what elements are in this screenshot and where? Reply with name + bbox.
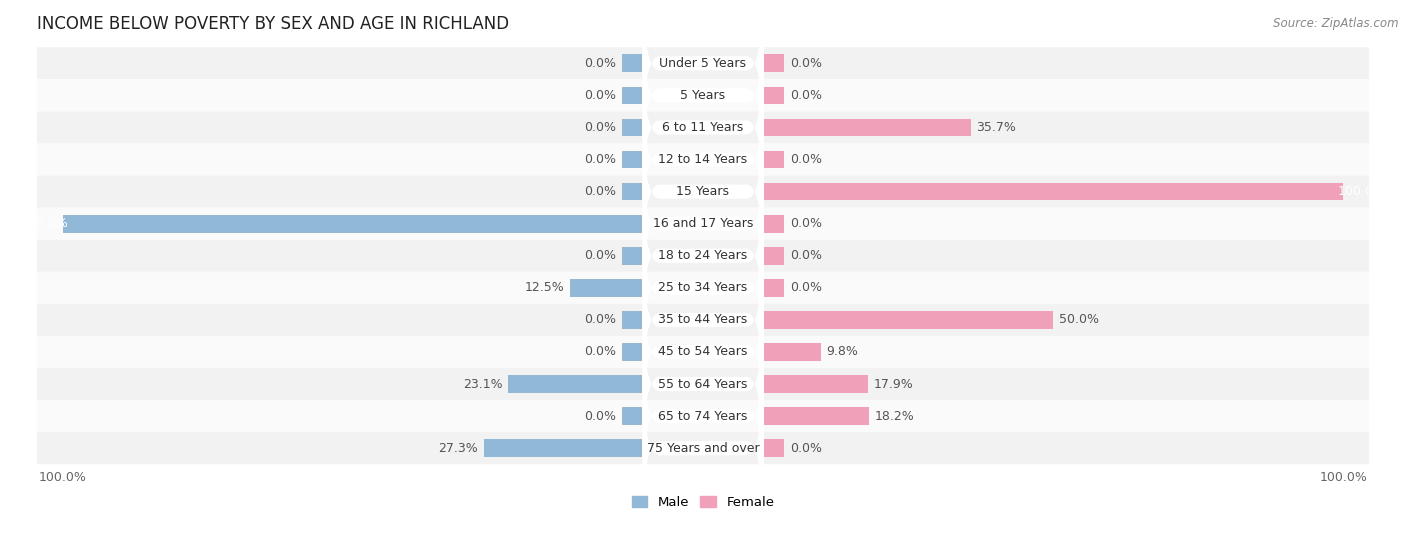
- Bar: [621, 343, 643, 361]
- Text: 50.0%: 50.0%: [1059, 314, 1099, 326]
- FancyBboxPatch shape: [37, 79, 1369, 112]
- Text: 12.5%: 12.5%: [524, 281, 564, 294]
- Bar: [763, 279, 785, 297]
- Text: 0.0%: 0.0%: [790, 153, 823, 166]
- Text: 100.0%: 100.0%: [21, 217, 69, 230]
- Bar: [763, 407, 869, 425]
- Bar: [621, 86, 643, 104]
- Text: 18.2%: 18.2%: [875, 410, 915, 422]
- FancyBboxPatch shape: [643, 103, 763, 281]
- FancyBboxPatch shape: [643, 39, 763, 217]
- Text: 27.3%: 27.3%: [439, 442, 478, 455]
- Bar: [763, 151, 785, 169]
- Text: 0.0%: 0.0%: [583, 314, 616, 326]
- Bar: [63, 215, 643, 233]
- Text: 0.0%: 0.0%: [583, 249, 616, 262]
- Bar: [621, 151, 643, 169]
- FancyBboxPatch shape: [37, 208, 1369, 240]
- FancyBboxPatch shape: [643, 295, 763, 473]
- Text: 6 to 11 Years: 6 to 11 Years: [662, 121, 744, 134]
- FancyBboxPatch shape: [37, 400, 1369, 432]
- Bar: [484, 439, 643, 457]
- Bar: [569, 279, 643, 297]
- FancyBboxPatch shape: [37, 336, 1369, 368]
- Text: 0.0%: 0.0%: [583, 345, 616, 358]
- Text: 0.0%: 0.0%: [583, 121, 616, 134]
- Text: 16 and 17 Years: 16 and 17 Years: [652, 217, 754, 230]
- FancyBboxPatch shape: [37, 112, 1369, 143]
- FancyBboxPatch shape: [643, 359, 763, 537]
- Bar: [763, 439, 785, 457]
- Text: 15 Years: 15 Years: [676, 185, 730, 198]
- Text: INCOME BELOW POVERTY BY SEX AND AGE IN RICHLAND: INCOME BELOW POVERTY BY SEX AND AGE IN R…: [37, 15, 509, 33]
- Text: 0.0%: 0.0%: [790, 89, 823, 102]
- Legend: Male, Female: Male, Female: [626, 490, 780, 514]
- Bar: [509, 375, 643, 393]
- Text: 65 to 74 Years: 65 to 74 Years: [658, 410, 748, 422]
- FancyBboxPatch shape: [643, 231, 763, 409]
- Bar: [763, 247, 785, 264]
- Bar: [763, 55, 785, 72]
- FancyBboxPatch shape: [643, 6, 763, 185]
- Bar: [763, 375, 868, 393]
- FancyBboxPatch shape: [37, 240, 1369, 272]
- Text: 0.0%: 0.0%: [790, 57, 823, 70]
- Text: 0.0%: 0.0%: [790, 281, 823, 294]
- Text: 12 to 14 Years: 12 to 14 Years: [658, 153, 748, 166]
- FancyBboxPatch shape: [643, 167, 763, 345]
- Text: 0.0%: 0.0%: [790, 249, 823, 262]
- Text: 5 Years: 5 Years: [681, 89, 725, 102]
- Bar: [621, 183, 643, 200]
- Bar: [763, 343, 821, 361]
- FancyBboxPatch shape: [643, 0, 763, 152]
- FancyBboxPatch shape: [643, 327, 763, 506]
- Bar: [763, 311, 1053, 329]
- FancyBboxPatch shape: [643, 134, 763, 313]
- Text: 100.0%: 100.0%: [1337, 185, 1385, 198]
- Bar: [763, 119, 970, 136]
- Text: 23.1%: 23.1%: [463, 378, 502, 391]
- Bar: [763, 215, 785, 233]
- Bar: [763, 86, 785, 104]
- Text: 45 to 54 Years: 45 to 54 Years: [658, 345, 748, 358]
- Bar: [621, 247, 643, 264]
- Text: 18 to 24 Years: 18 to 24 Years: [658, 249, 748, 262]
- Bar: [763, 183, 1343, 200]
- FancyBboxPatch shape: [643, 70, 763, 249]
- Text: 0.0%: 0.0%: [583, 57, 616, 70]
- Text: 0.0%: 0.0%: [790, 442, 823, 455]
- Text: 75 Years and over: 75 Years and over: [647, 442, 759, 455]
- FancyBboxPatch shape: [37, 432, 1369, 464]
- FancyBboxPatch shape: [37, 272, 1369, 304]
- Text: 0.0%: 0.0%: [583, 185, 616, 198]
- FancyBboxPatch shape: [37, 47, 1369, 79]
- Text: Under 5 Years: Under 5 Years: [659, 57, 747, 70]
- Text: 9.8%: 9.8%: [827, 345, 858, 358]
- Text: 0.0%: 0.0%: [790, 217, 823, 230]
- Text: 35.7%: 35.7%: [976, 121, 1017, 134]
- Text: 55 to 64 Years: 55 to 64 Years: [658, 378, 748, 391]
- Bar: [621, 407, 643, 425]
- Text: 17.9%: 17.9%: [873, 378, 912, 391]
- Text: Source: ZipAtlas.com: Source: ZipAtlas.com: [1274, 17, 1399, 30]
- Text: 0.0%: 0.0%: [583, 89, 616, 102]
- FancyBboxPatch shape: [37, 368, 1369, 400]
- FancyBboxPatch shape: [37, 176, 1369, 208]
- Bar: [621, 119, 643, 136]
- FancyBboxPatch shape: [37, 143, 1369, 176]
- Text: 0.0%: 0.0%: [583, 410, 616, 422]
- Text: 35 to 44 Years: 35 to 44 Years: [658, 314, 748, 326]
- FancyBboxPatch shape: [643, 199, 763, 377]
- Text: 25 to 34 Years: 25 to 34 Years: [658, 281, 748, 294]
- FancyBboxPatch shape: [643, 263, 763, 441]
- Text: 0.0%: 0.0%: [583, 153, 616, 166]
- Bar: [621, 55, 643, 72]
- Bar: [621, 311, 643, 329]
- FancyBboxPatch shape: [37, 304, 1369, 336]
